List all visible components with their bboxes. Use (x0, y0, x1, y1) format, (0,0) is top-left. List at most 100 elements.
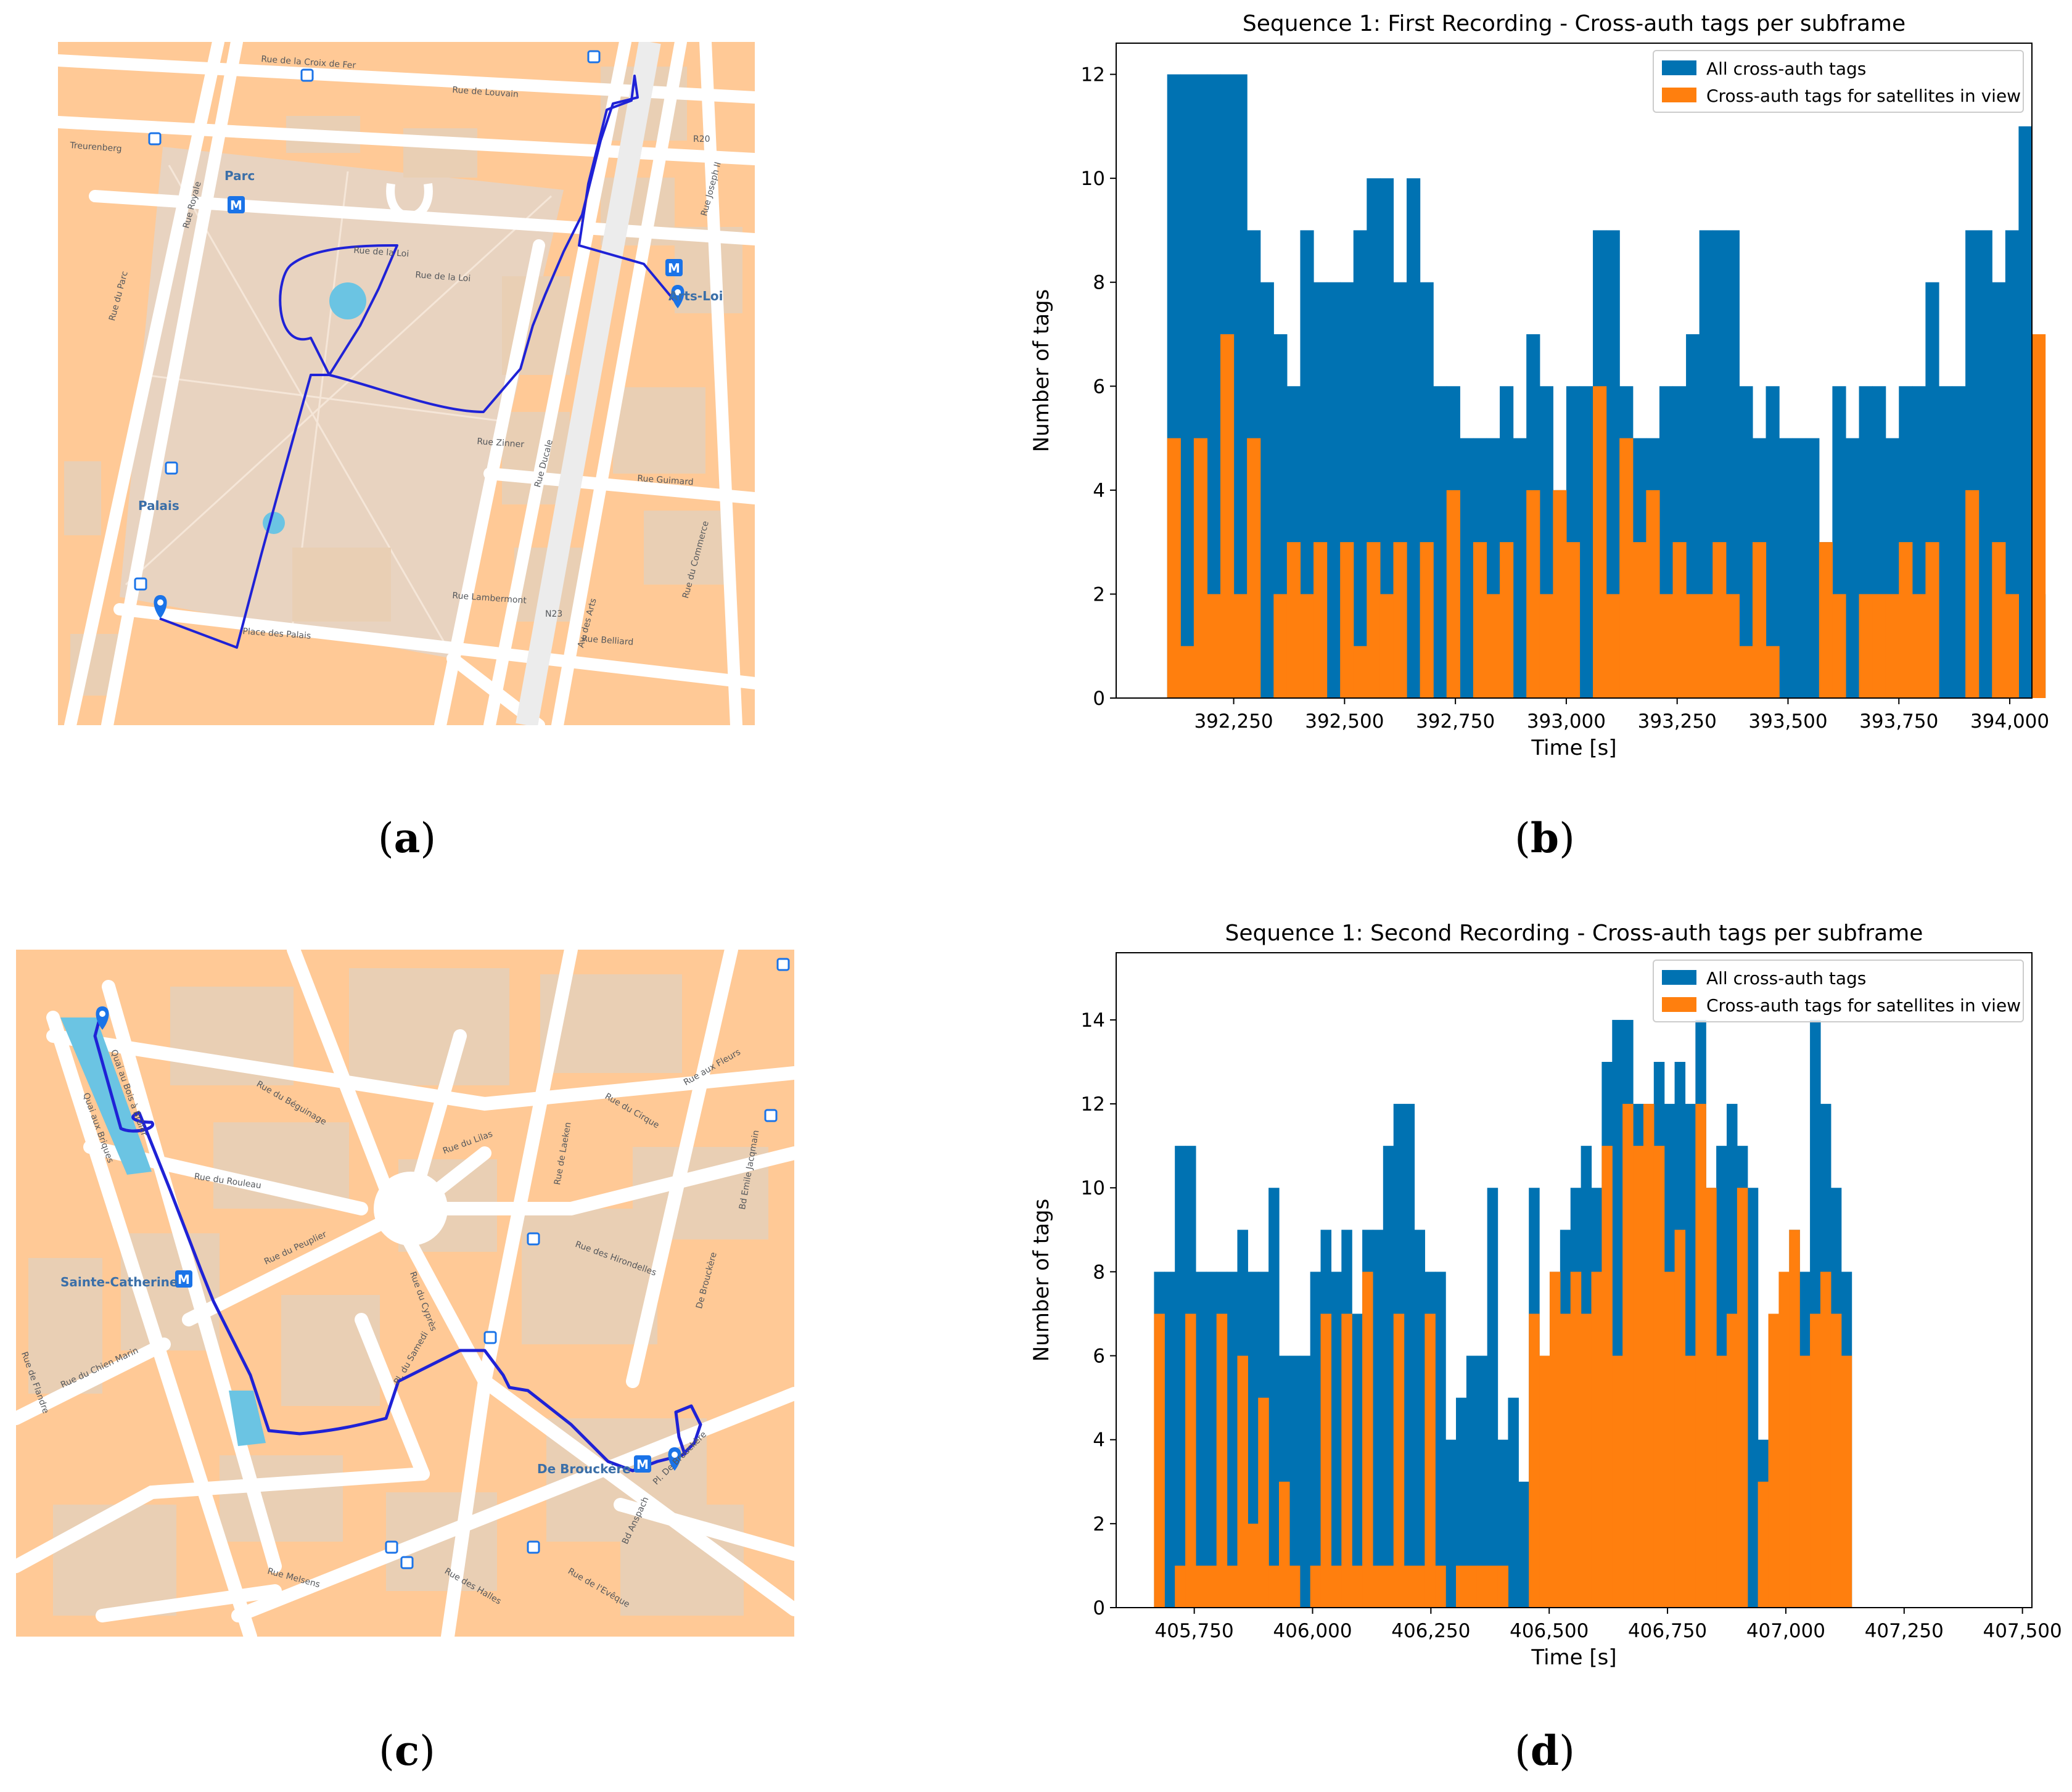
bar-all (1579, 386, 1593, 698)
y-tick-label: 8 (1093, 1261, 1105, 1283)
location-pin-icon (668, 1447, 681, 1471)
bar-all (1779, 438, 1793, 698)
x-tick-label: 394,000 (1970, 710, 2049, 733)
street (182, 1146, 794, 1326)
bars-group (1167, 74, 2046, 699)
bar-in-view (1193, 438, 1208, 698)
bar-in-view (1372, 1565, 1384, 1608)
location-pin-dot (672, 1452, 678, 1458)
street (64, 42, 224, 725)
bar-in-view (1167, 438, 1181, 698)
legend: All cross-auth tags Cross-auth tags for s… (1653, 960, 2024, 1022)
bus-stop-icon (400, 1556, 414, 1569)
bar-all (1326, 282, 1341, 698)
legend: All cross-auth tags Cross-auth tags for s… (1653, 50, 2024, 113)
bar-in-view (1672, 542, 1687, 698)
bar-all (1300, 230, 1314, 698)
street (287, 950, 492, 1637)
bar-all (1353, 230, 1367, 698)
bar-all (1806, 438, 1820, 698)
bar-all (1268, 1188, 1280, 1608)
bar-in-view (1912, 594, 1926, 698)
bar-in-view (1404, 1565, 1415, 1608)
caption-b: (b) (1515, 814, 1575, 862)
bar-all (1725, 230, 1740, 698)
bar-in-view (1606, 594, 1620, 698)
bar-in-view (1539, 594, 1553, 698)
bar-in-view (1778, 1272, 1790, 1608)
y-tick-label: 6 (1093, 1346, 1105, 1368)
y-axis-label: Number of tags (1029, 289, 1054, 452)
bar-in-view (1393, 1313, 1405, 1608)
building-block (292, 548, 391, 622)
bar-all (1227, 1272, 1238, 1608)
water-basin (229, 1391, 266, 1446)
location-pin-icon (671, 285, 684, 308)
chart-b-svg: 0 2 4 6 8 10 12 392,250 392,500 392,750 393,000 393… (1029, 11, 2049, 760)
y-tick-label: 2 (1093, 583, 1105, 606)
bar-all (1310, 1272, 1322, 1608)
bar-in-view (1712, 542, 1727, 698)
bar-in-view (1820, 1272, 1832, 1608)
bar-all (1260, 282, 1274, 698)
metro-icon-glyph: M (636, 1457, 649, 1472)
bar-in-view (1180, 646, 1194, 698)
location-pin-dot (99, 1011, 105, 1017)
x-tick-label: 393,000 (1527, 710, 1606, 733)
bar-in-view (1424, 1313, 1436, 1608)
building-block (349, 968, 509, 1085)
bar-in-view (1175, 1565, 1186, 1608)
building-block (613, 387, 705, 474)
x-tick-label: 406,750 (1628, 1620, 1707, 1642)
bar-in-view (1810, 1313, 1821, 1608)
roundabout (374, 1172, 448, 1246)
street (478, 1375, 794, 1616)
bar-in-view (1393, 542, 1407, 698)
bar-in-view (1752, 542, 1767, 698)
y-tick-label: 2 (1093, 1513, 1105, 1535)
fountain (263, 512, 285, 534)
bar-all (1739, 386, 1753, 698)
x-tick-label: 392,500 (1305, 710, 1384, 733)
gps-track (159, 75, 682, 649)
map-a-canvas: MM (58, 42, 755, 725)
bar-in-view (1286, 542, 1301, 698)
bar-in-view (1633, 1146, 1644, 1608)
metro-icon (665, 259, 683, 276)
bar-all (1207, 74, 1221, 699)
bar-all (1435, 1272, 1446, 1608)
bar-in-view (1154, 1313, 1165, 1608)
bar-all (1487, 1188, 1498, 1608)
bar-in-view (1646, 490, 1660, 698)
caption-c: (c) (379, 1727, 435, 1775)
bus-stop-icon (776, 958, 790, 971)
street (483, 467, 755, 504)
bar-in-view (1841, 1355, 1852, 1608)
legend-swatch-view (1662, 88, 1696, 102)
x-axis-label: Time [s] (1531, 736, 1616, 760)
street (386, 183, 433, 221)
bar-in-view (1766, 646, 1780, 698)
caption-d: (d) (1515, 1727, 1575, 1775)
bar-in-view (1789, 1230, 1800, 1608)
bar-all (1233, 74, 1248, 699)
bar-all (1289, 1355, 1301, 1608)
bar-all (1404, 1104, 1415, 1608)
bar-all (1952, 386, 1966, 698)
bar-all (1518, 1481, 1529, 1608)
bar-in-view (1497, 1565, 1509, 1608)
metro-icon-glyph: M (230, 198, 242, 213)
bar-in-view (1379, 594, 1394, 698)
bar-in-view (1233, 594, 1248, 698)
legend-box (1653, 960, 2024, 1022)
legend-swatch-all (1662, 60, 1696, 75)
bar-all (1379, 178, 1394, 699)
location-pin-icon (96, 1006, 109, 1030)
bar-in-view (1859, 594, 1873, 698)
x-axis-label: Time [s] (1531, 1645, 1616, 1670)
bar-all (1299, 1355, 1311, 1608)
bar-in-view (1320, 1313, 1332, 1608)
y-tick-label: 14 (1081, 1009, 1105, 1032)
plot-frame (1116, 952, 2033, 1608)
